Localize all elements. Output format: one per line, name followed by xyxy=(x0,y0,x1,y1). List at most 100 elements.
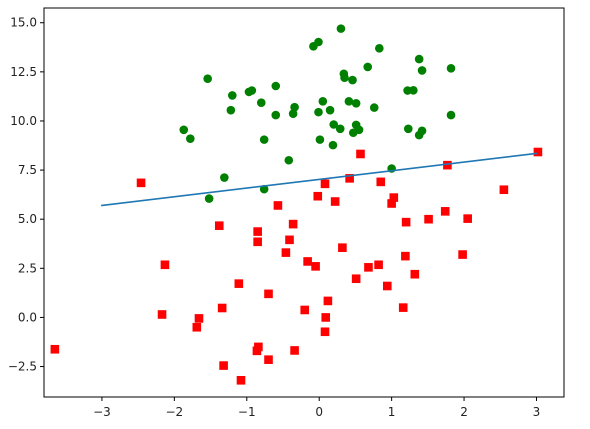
data-point-square xyxy=(273,201,283,210)
data-point-square xyxy=(160,260,170,270)
data-point-circle xyxy=(179,125,189,135)
data-point-square xyxy=(382,281,392,291)
data-point-circle xyxy=(271,81,281,91)
data-point-circle xyxy=(409,86,418,95)
data-point-circle xyxy=(348,75,357,85)
data-point-square xyxy=(410,269,420,279)
data-point-circle xyxy=(351,98,361,108)
data-point-square xyxy=(311,262,320,271)
axes-frame xyxy=(43,7,565,398)
x-tick-label: −2 xyxy=(166,405,184,419)
data-point-square xyxy=(50,344,60,354)
data-point-circle xyxy=(271,110,281,120)
y-tick-label: 0.0 xyxy=(18,310,37,324)
data-point-square xyxy=(351,274,361,284)
x-axis: −3 −2 −1 0 1 2 3 xyxy=(93,397,540,419)
y-axis: −2.5 0.0 2.5 5.0 7.5 10.0 12.5 15.0 xyxy=(8,16,44,374)
data-point-square xyxy=(219,361,228,370)
data-point-square xyxy=(338,243,347,252)
data-point-square xyxy=(424,214,433,224)
data-point-square xyxy=(234,279,244,288)
data-point-circle xyxy=(220,173,229,182)
data-point-circle xyxy=(259,135,269,144)
data-point-square xyxy=(458,250,467,259)
data-point-circle xyxy=(417,126,427,136)
data-point-circle xyxy=(185,134,195,143)
data-point-square xyxy=(364,263,373,272)
data-point-circle xyxy=(244,87,254,97)
y-tick-label: 10.0 xyxy=(10,114,37,128)
data-point-circle xyxy=(336,24,346,33)
data-point-circle xyxy=(314,37,323,47)
y-tick-label: 7.5 xyxy=(18,163,37,177)
data-point-circle xyxy=(351,120,361,130)
data-point-circle xyxy=(329,120,338,129)
regression-line xyxy=(101,152,538,207)
data-point-circle xyxy=(204,194,214,203)
data-point-square xyxy=(281,248,291,257)
data-point-circle xyxy=(369,103,379,112)
data-point-circle xyxy=(340,73,349,83)
data-point-square xyxy=(443,160,452,170)
data-point-circle xyxy=(325,105,335,115)
data-point-circle xyxy=(417,66,427,75)
data-point-circle xyxy=(403,124,413,134)
data-point-square xyxy=(533,147,543,157)
data-point-circle xyxy=(375,43,384,53)
data-point-square xyxy=(387,199,396,208)
x-tick-label: 0 xyxy=(315,405,323,419)
regression-line-group xyxy=(101,152,538,207)
y-tick-label: −2.5 xyxy=(8,360,37,374)
data-point-square xyxy=(214,221,224,230)
data-point-square xyxy=(356,149,365,159)
data-point-square xyxy=(463,214,472,223)
data-point-square xyxy=(285,235,294,245)
data-point-square xyxy=(376,177,386,187)
y-tick-label: 2.5 xyxy=(18,261,37,275)
data-point-square xyxy=(194,314,204,323)
data-point-square xyxy=(253,227,262,236)
data-point-circle xyxy=(290,102,299,112)
data-point-circle xyxy=(226,105,236,115)
data-point-square xyxy=(264,289,273,299)
data-point-square xyxy=(254,342,263,352)
data-point-square xyxy=(288,219,298,229)
data-point-square xyxy=(236,376,246,385)
data-marks xyxy=(50,24,543,385)
data-point-circle xyxy=(318,97,328,106)
data-point-circle xyxy=(256,98,266,107)
data-point-square xyxy=(253,237,262,247)
x-tick-label: −1 xyxy=(238,405,256,419)
data-point-circle xyxy=(288,109,298,118)
data-point-square xyxy=(330,197,340,206)
data-point-square xyxy=(313,191,323,201)
data-point-square xyxy=(440,207,450,216)
data-point-circle xyxy=(284,155,294,165)
data-point-square xyxy=(320,327,330,337)
data-point-square xyxy=(217,303,227,313)
data-point-circle xyxy=(363,62,373,72)
data-point-square xyxy=(398,303,408,312)
data-point-square xyxy=(389,193,399,202)
data-point-square xyxy=(303,257,312,266)
data-point-square xyxy=(264,355,273,364)
data-point-square xyxy=(136,178,146,188)
data-point-circle xyxy=(203,74,212,84)
data-point-square xyxy=(401,217,411,227)
data-point-square xyxy=(290,346,299,355)
data-point-circle xyxy=(328,140,338,150)
data-point-square xyxy=(320,179,330,189)
data-point-circle xyxy=(414,54,424,64)
data-point-square xyxy=(323,296,333,306)
x-tick-label: 3 xyxy=(533,405,541,419)
data-point-circle xyxy=(335,124,345,134)
x-tick-label: 1 xyxy=(388,405,396,419)
x-tick-label: −3 xyxy=(93,405,111,419)
data-point-square xyxy=(157,310,167,319)
data-point-circle xyxy=(446,64,456,73)
data-point-circle xyxy=(344,97,354,106)
y-tick-label: 15.0 xyxy=(10,16,37,30)
data-point-square xyxy=(499,185,509,195)
